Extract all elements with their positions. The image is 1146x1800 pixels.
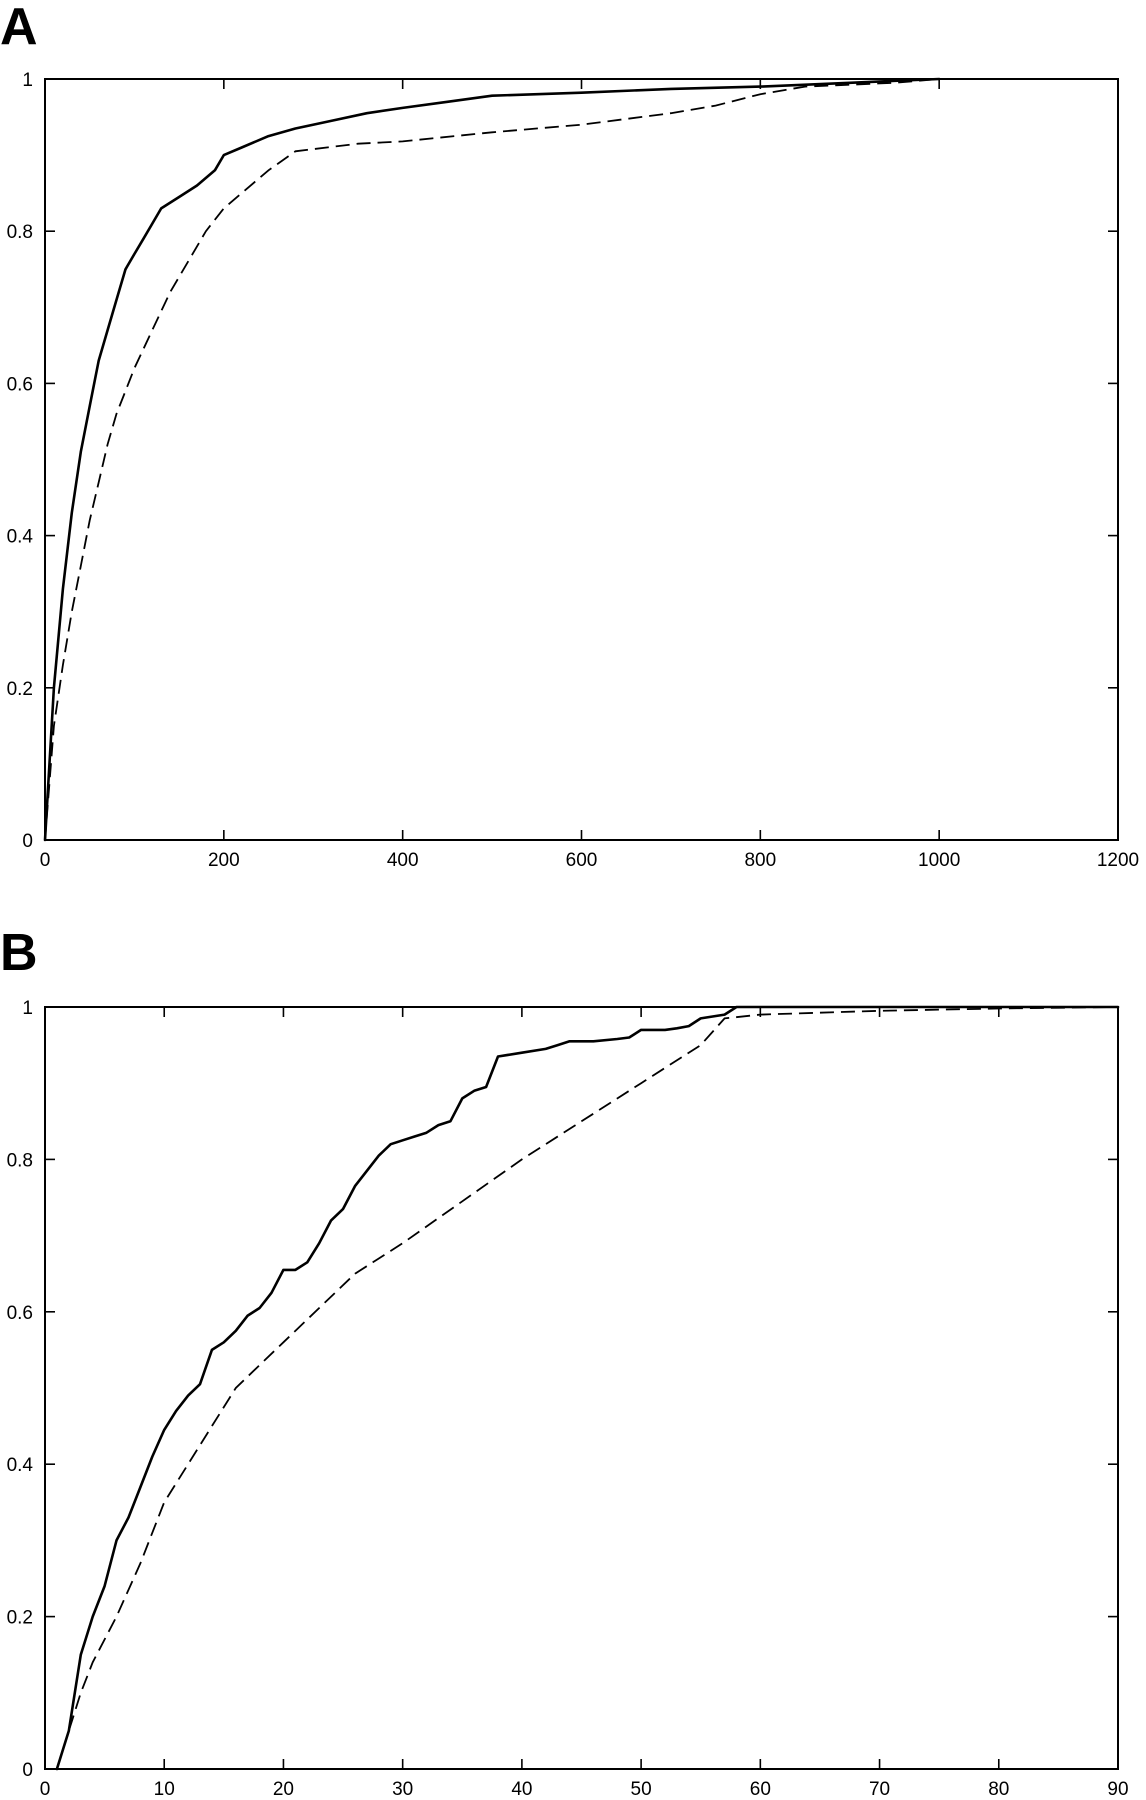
x-tick-label-a-5: 1000 [918,850,960,871]
x-tick-label-b-3: 30 [392,1779,413,1800]
plot-frame-b [44,1006,1119,1770]
y-tick-label-b-2: 0.4 [7,1455,34,1476]
series-line-b-solid [55,1005,1120,1771]
series-line-a-dashed [44,78,940,841]
y-tick-label-b-1: 0.2 [7,1608,33,1629]
y-tick-label-a-2: 0.4 [7,527,34,548]
ticks-b [44,1006,1119,1770]
y-tick-label-a-3: 0.6 [7,374,33,395]
panel-label-b: B [0,924,38,982]
panel-label-a: A [0,0,38,56]
y-tick-label-a-1: 0.2 [7,679,33,700]
series-a [43,77,941,842]
plot-frame-a [44,78,1119,841]
x-tick-label-b-2: 20 [273,1779,294,1800]
y-tick-label-a-0: 0 [22,831,33,852]
x-tick-label-b-4: 40 [511,1779,532,1800]
y-tick-label-b-4: 0.8 [7,1150,33,1171]
y-tick-label-a-5: 1 [22,70,33,91]
x-tick-label-b-9: 90 [1107,1779,1128,1800]
tick-labels-a: 0 200 400 600 800 1000 1200 0 0.2 0.4 0.6 0.8 1 [7,70,1140,871]
x-tick-label-b-8: 80 [988,1779,1009,1800]
x-tick-label-b-0: 0 [40,1779,51,1800]
x-tick-label-b-5: 50 [631,1779,652,1800]
series-line-b-dashed [56,1006,1119,1770]
y-tick-label-a-4: 0.8 [7,222,33,243]
y-tick-label-b-3: 0.6 [7,1303,33,1324]
series-b [55,1005,1120,1771]
x-tick-label-b-6: 60 [750,1779,771,1800]
x-tick-label-a-3: 600 [566,850,598,871]
panel-a: A 0 200 400 600 800 1000 1200 0 0.2 0.4 0.6 0.8 1 [0,0,1139,871]
y-tick-label-b-0: 0 [22,1760,33,1781]
x-tick-label-a-6: 1200 [1097,850,1139,871]
x-tick-label-b-1: 10 [154,1779,175,1800]
x-tick-label-b-7: 70 [869,1779,890,1800]
x-tick-label-a-4: 800 [744,850,776,871]
panel-b: B 0 10 20 30 40 50 60 70 80 90 0 0.2 0.4 0.6 0.8 1 [0,924,1129,1800]
series-line-a-solid [43,77,941,842]
x-tick-label-a-0: 0 [40,850,51,871]
tick-labels-b: 0 10 20 30 40 50 60 70 80 90 0 0.2 0.4 0.6 0.8 1 [7,998,1129,1800]
x-tick-label-a-2: 400 [387,850,419,871]
y-tick-label-b-5: 1 [22,998,33,1019]
x-tick-label-a-1: 200 [208,850,240,871]
ticks-a [44,78,1119,841]
